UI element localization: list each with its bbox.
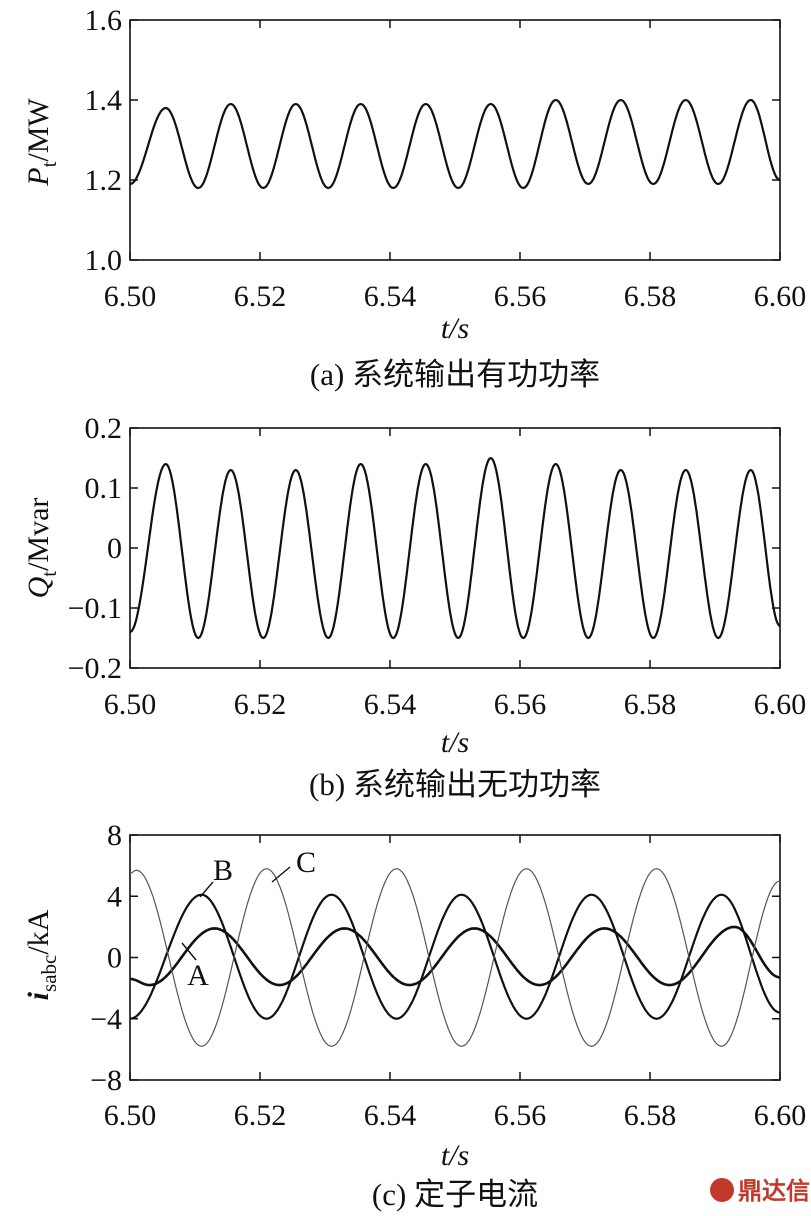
x-tick-label: 6.56 [494, 1099, 547, 1132]
y-tick-label: 1.2 [85, 164, 123, 197]
x-tick-label: 6.54 [364, 280, 417, 313]
x-tick-label: 6.58 [624, 1099, 677, 1132]
y-tick-label: −8 [90, 1064, 122, 1097]
x-axis-label: t/s [441, 726, 469, 759]
annotation-label-c: C [296, 846, 316, 879]
y-tick-label: 1.6 [85, 4, 123, 37]
annotation-label-b: B [213, 854, 233, 887]
x-tick-label: 6.56 [494, 280, 547, 313]
x-tick-label: 6.52 [234, 1099, 287, 1132]
svg-text:t/s: t/s [441, 726, 469, 759]
svg-text:isabc/kA: isabc/kA [22, 909, 61, 1000]
annotation-leader-c [271, 866, 291, 883]
y-tick-label: −0.2 [68, 652, 122, 685]
y-tick-label: 1.0 [85, 244, 123, 277]
watermark-logo: 鼎达信 [710, 1177, 810, 1205]
y-tick-label: 0 [107, 532, 122, 565]
y-axis-label: isabc/kA [22, 909, 61, 1000]
watermark-text: 鼎达信 [738, 1177, 810, 1205]
y-tick-label: 8 [107, 819, 122, 852]
annotation-label-a: A [187, 959, 209, 992]
y-tick-label: −0.1 [68, 592, 122, 625]
x-tick-label: 6.54 [364, 1099, 417, 1132]
x-axis-label: t/s [441, 1139, 469, 1172]
x-tick-label: 6.50 [104, 280, 157, 313]
series-line [129, 98, 781, 190]
x-tick-label: 6.54 [364, 688, 417, 721]
annotation-leader-a [181, 942, 197, 961]
x-tick-label: 6.56 [494, 688, 547, 721]
y-tick-label: 1.4 [85, 84, 123, 117]
series-line [129, 456, 781, 640]
chart-panel-active-power: Pt/MW t/s (a) 系统输出有功功率 6.50 6.52 6.54 6.56 6… [22, 4, 806, 392]
watermark-icon [710, 1178, 734, 1202]
y-tick-label: 0 [107, 942, 122, 975]
chart-panel-reactive-power: Qt/Mvar t/s (b) 系统输出无功功率 6.50 6.52 6.54 6.5… [22, 412, 806, 802]
x-tick-label: 6.60 [754, 280, 807, 313]
series-line-b [129, 893, 781, 1020]
y-axis-label: Qt/Mvar [22, 498, 61, 599]
chart-panel-stator-current: isabc/kA t/s (c) 定子电流 6.50 6.52 6.54 6.56 6.… [22, 819, 806, 1212]
y-tick-label: 4 [107, 880, 122, 913]
x-tick-label: 6.50 [104, 688, 157, 721]
chart-caption: (a) 系统输出有功功率 [310, 357, 600, 392]
y-tick-label: 0.2 [85, 412, 123, 445]
x-tick-label: 6.50 [104, 1099, 157, 1132]
svg-text:Qt/Mvar: Qt/Mvar [22, 498, 61, 599]
x-tick-label: 6.58 [624, 688, 677, 721]
series-line-c [129, 868, 781, 1047]
svg-text:Pt/MW: Pt/MW [22, 98, 61, 187]
chart-caption: (c) 定子电流 [372, 1177, 538, 1212]
y-tick-label: 0.1 [85, 472, 123, 505]
x-tick-label: 6.52 [234, 688, 287, 721]
x-axis-label: t/s [441, 312, 469, 345]
x-tick-label: 6.60 [754, 1099, 807, 1132]
y-tick-label: −4 [90, 1003, 122, 1036]
chart-caption: (b) 系统输出无功功率 [309, 767, 601, 802]
x-tick-label: 6.52 [234, 280, 287, 313]
x-tick-label: 6.58 [624, 280, 677, 313]
y-axis-label: Pt/MW [22, 98, 61, 187]
svg-text:t/s: t/s [441, 1139, 469, 1172]
x-tick-label: 6.60 [754, 688, 807, 721]
svg-text:t/s: t/s [441, 312, 469, 345]
annotation-leader-b [199, 881, 214, 898]
plot-frame [129, 19, 781, 261]
